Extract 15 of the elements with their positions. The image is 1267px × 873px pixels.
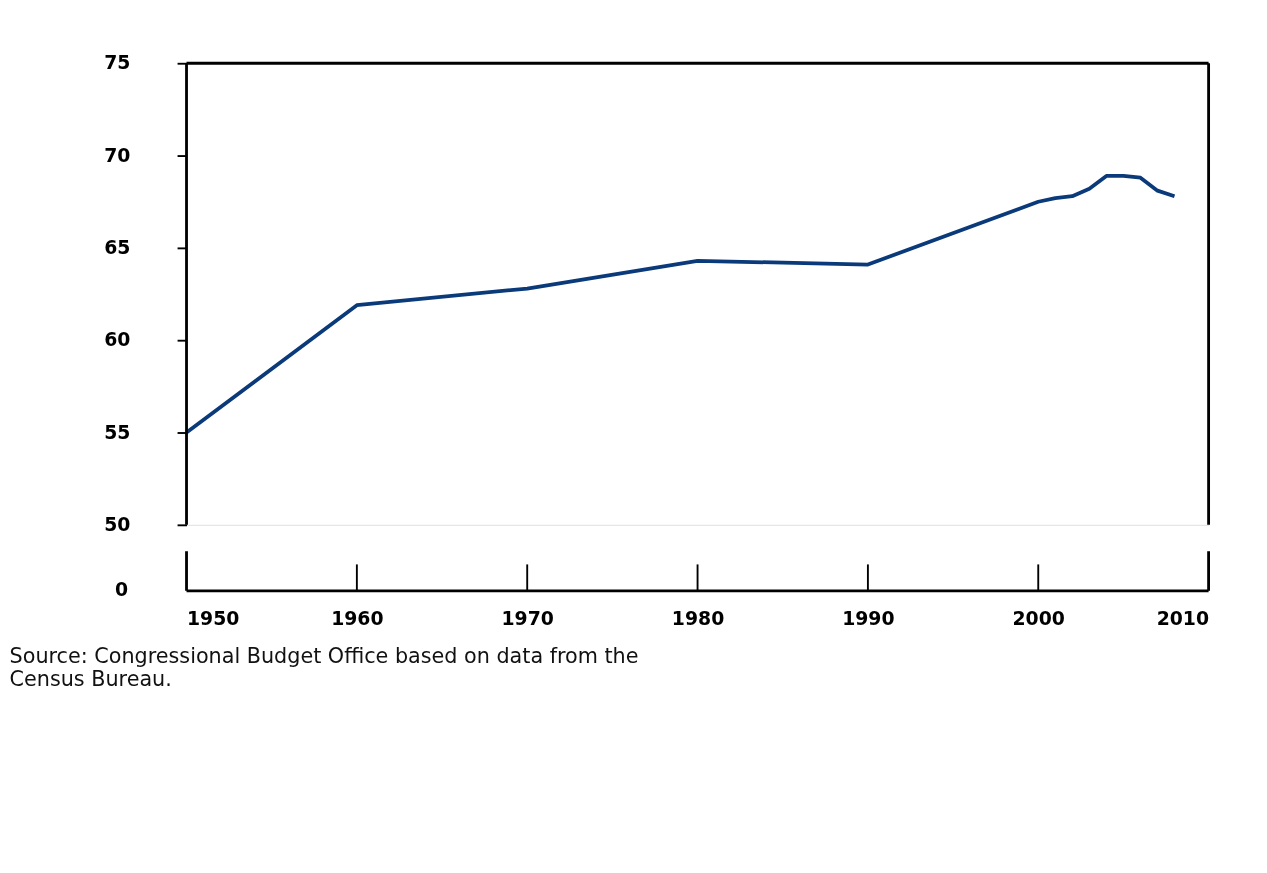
x-tick-label: 1960 — [331, 608, 384, 630]
x-tick-label: 2010 — [1156, 608, 1210, 630]
x-tick-label: 1970 — [501, 608, 554, 630]
text: 0 — [115, 579, 129, 601]
x-tick-label: 1980 — [671, 608, 725, 630]
y-tick-label: 55 — [104, 421, 131, 443]
x-tick-label: 1950 — [186, 608, 240, 630]
y-tick-label: 65 — [104, 237, 131, 259]
source-note: Source: Congressional Budget Office based on data from the Census Bureau. — [9, 644, 639, 691]
y-tick-label: 60 — [104, 329, 131, 351]
x-tick-label: 1990 — [842, 608, 895, 630]
y-tick-label: 70 — [104, 144, 131, 166]
x-tick-label: 2000 — [1012, 608, 1065, 630]
y-tick-label: 75 — [104, 52, 131, 74]
y-tick-label: 50 — [104, 513, 131, 535]
